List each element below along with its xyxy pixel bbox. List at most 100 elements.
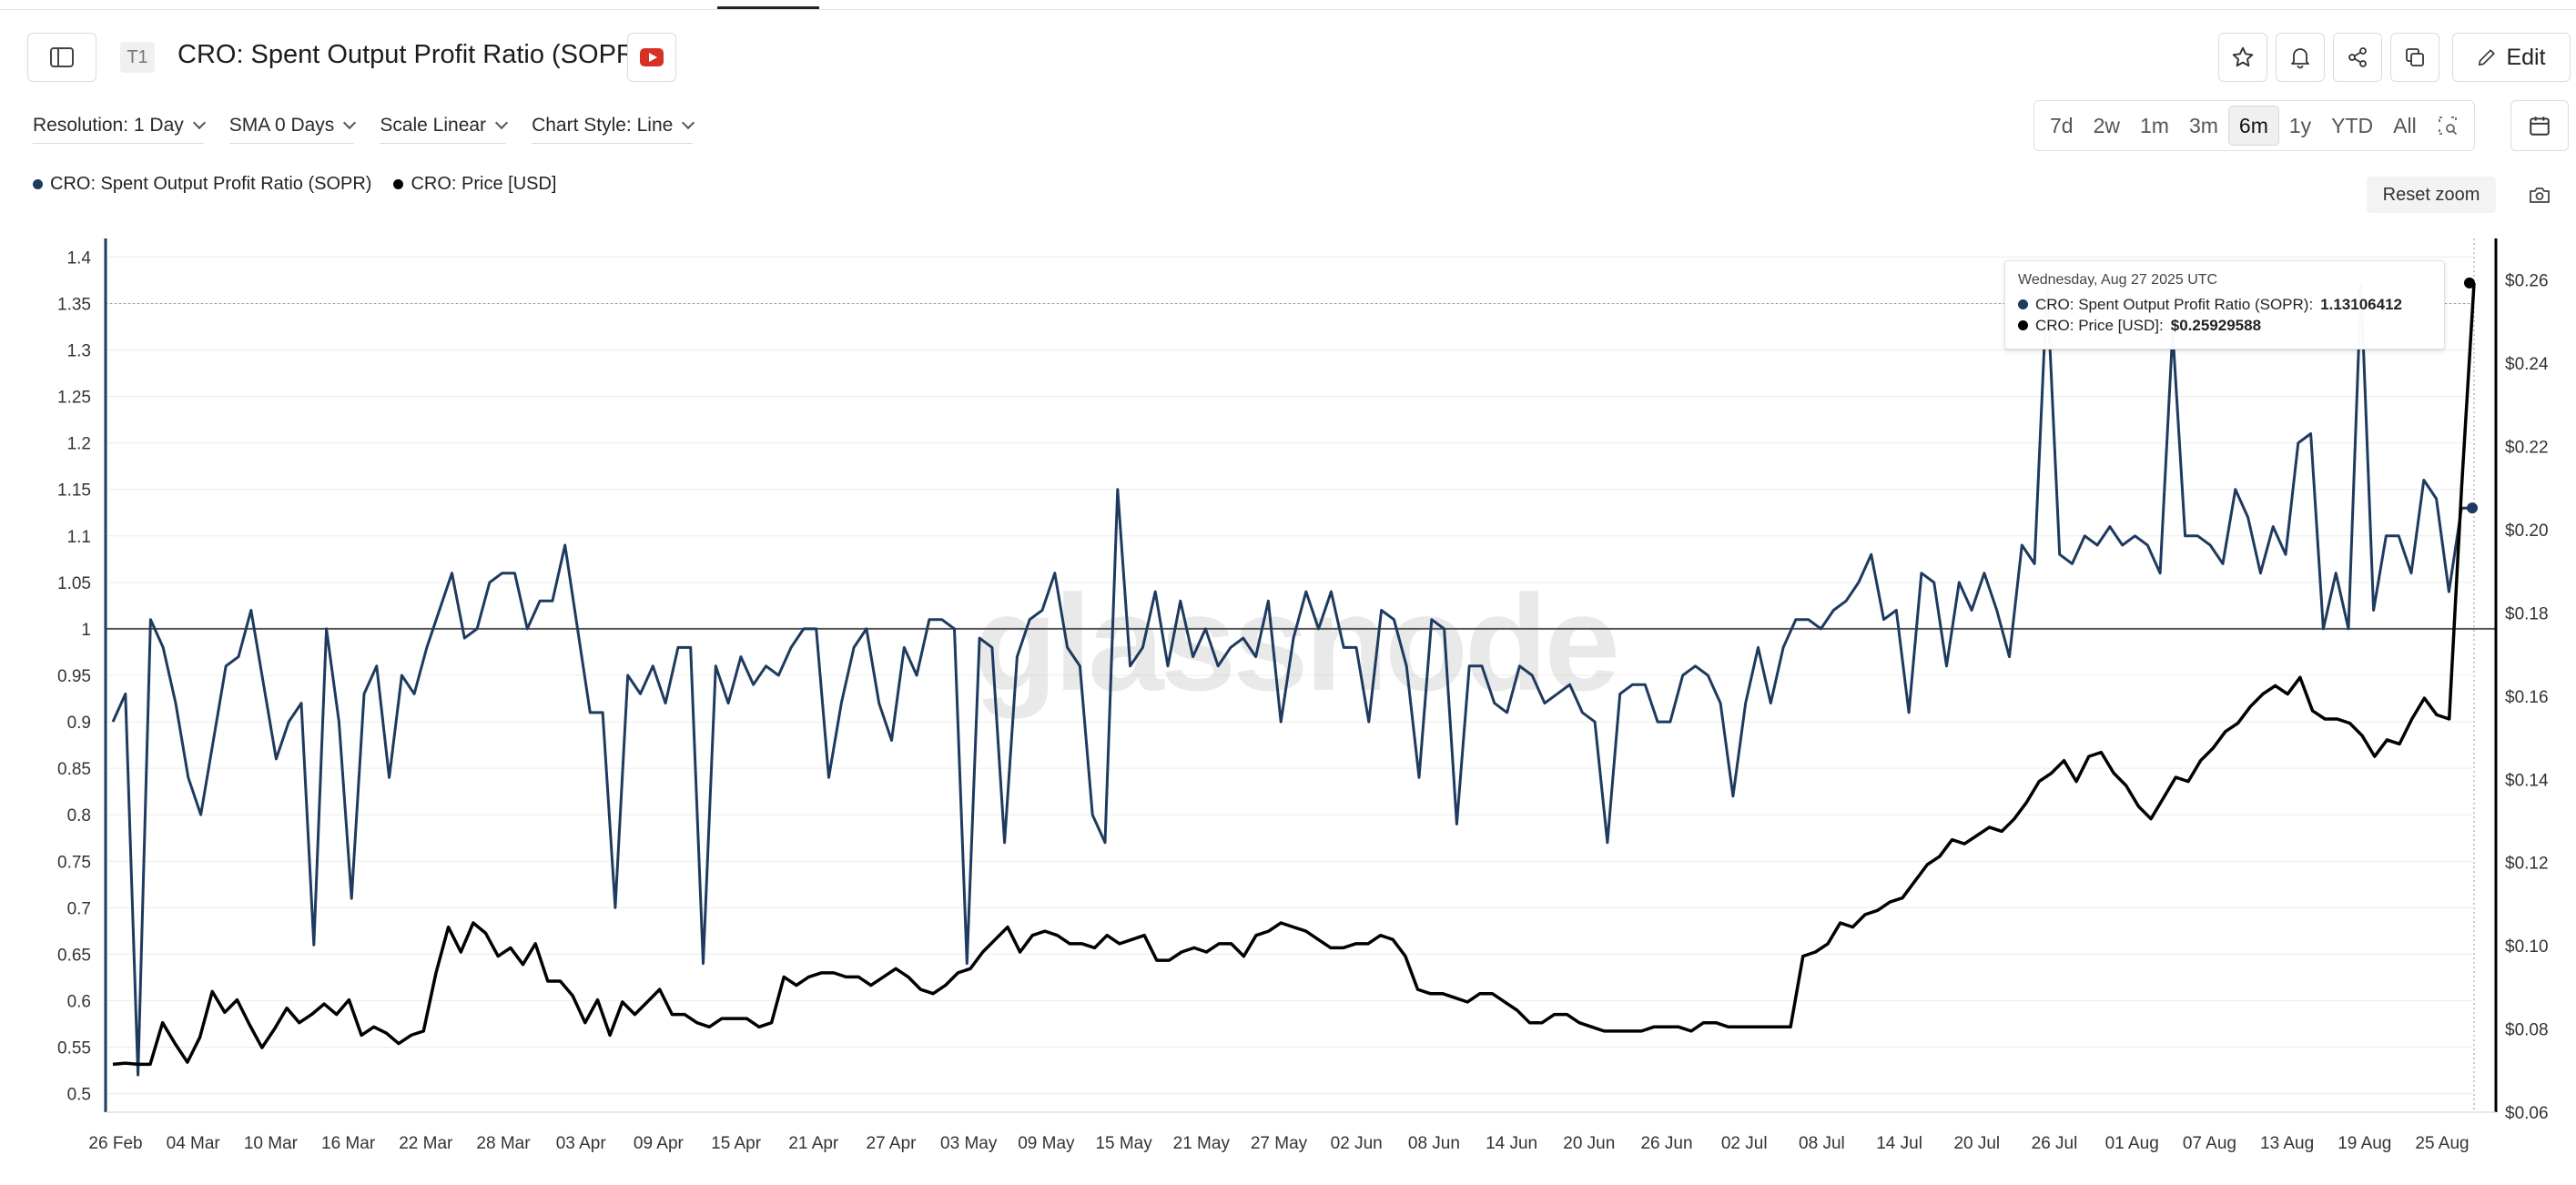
y-left-tick-label: 1.2 (67, 435, 91, 454)
chart-tooltip: Wednesday, Aug 27 2025 UTC CRO: Spent Ou… (2004, 260, 2445, 349)
tooltip-sopr-value: 1.13106412 (2320, 296, 2402, 313)
x-tick-label: 14 Jun (1486, 1134, 1537, 1153)
bell-icon (2291, 48, 2309, 69)
tier-badge: T1 (120, 42, 155, 73)
y-left-tick-label: 0.75 (57, 853, 91, 872)
scale-dropdown[interactable]: Scale Linear (380, 113, 509, 144)
x-tick-label: 02 Jun (1331, 1134, 1383, 1153)
sma-label: SMA 0 Days (228, 114, 335, 136)
sidebar-toggle-icon (50, 47, 74, 67)
legend-label-price: CRO: Price [USD] (411, 174, 557, 194)
resolution-dropdown[interactable]: Resolution: 1 Day (33, 113, 206, 144)
y-left-tick-label: 1.4 (67, 248, 92, 268)
zoom-select-button[interactable] (2427, 106, 2469, 146)
tooltip-dot-sopr (2018, 299, 2028, 309)
x-tick-label: 13 Aug (2260, 1134, 2314, 1153)
y-left-tick-label: 0.65 (57, 946, 91, 965)
y-left-tick-label: 0.85 (57, 760, 91, 779)
calendar-icon (2530, 116, 2550, 136)
range-1y[interactable]: 1y (2288, 113, 2312, 137)
x-tick-label: 09 May (1018, 1134, 1075, 1153)
x-tick-label: 16 Mar (321, 1134, 376, 1153)
y-left-tick-label: 0.6 (67, 992, 91, 1011)
alert-button[interactable] (2276, 33, 2325, 82)
date-picker-button[interactable] (2510, 100, 2569, 151)
x-tick-label: 27 Apr (867, 1134, 918, 1153)
watermark: glassnode (974, 566, 1617, 719)
y-left-tick-label: 1.1 (67, 528, 91, 547)
x-tick-label: 08 Jul (1799, 1134, 1845, 1153)
x-tick-label: 03 May (940, 1134, 998, 1153)
tooltip-price-label: CRO: Price [USD]: (2035, 317, 2164, 334)
screenshot-button[interactable] (2521, 178, 2558, 211)
chart-legend: CRO: Spent Output Profit Ratio (SOPR) CR… (33, 174, 557, 195)
chart-header: T1 CRO: Spent Output Profit Ratio (SOPR)… (0, 24, 2576, 89)
active-tab-indicator (717, 0, 819, 9)
chart-controls: Resolution: 1 Day SMA 0 Days Scale Linea… (33, 113, 695, 144)
edit-button[interactable]: Edit (2452, 33, 2571, 82)
y-left-tick-label: 1.05 (57, 574, 91, 593)
y-right-tick-label: $0.26 (2505, 272, 2549, 291)
tooltip-price-value: $0.25929588 (2170, 317, 2262, 334)
y-left-tick-label: 0.7 (67, 899, 91, 918)
sopr-series-line (111, 283, 2474, 1077)
y-left-tick-label: 0.8 (67, 806, 91, 825)
pencil-icon (2479, 49, 2496, 66)
x-tick-label: 27 May (1251, 1134, 1308, 1153)
sma-dropdown[interactable]: SMA 0 Days (228, 113, 357, 144)
favorite-button[interactable] (2218, 33, 2267, 82)
x-tick-label: 28 Mar (476, 1134, 531, 1153)
tooltip-row-sopr: CRO: Spent Output Profit Ratio (SOPR): 1.… (2018, 294, 2431, 315)
reset-zoom-button[interactable]: Reset zoom (2367, 177, 2496, 213)
legend-dot-price (393, 179, 404, 189)
video-button[interactable] (627, 33, 676, 82)
legend-item-sopr[interactable]: CRO: Spent Output Profit Ratio (SOPR) (33, 174, 371, 195)
x-tick-label: 10 Mar (244, 1134, 299, 1153)
x-tick-label: 20 Jun (1563, 1134, 1615, 1153)
x-tick-label: 01 Aug (2105, 1134, 2159, 1153)
y-right-tick-label: $0.24 (2505, 355, 2549, 374)
range-2w[interactable]: 2w (2093, 113, 2120, 137)
range-6m[interactable]: 6m (2227, 106, 2279, 146)
x-tick-label: 20 Jul (1953, 1134, 2000, 1153)
legend-dot-sopr (33, 179, 43, 189)
y-right-tick-label: $0.22 (2505, 439, 2549, 458)
sopr-chart[interactable]: glassnode 0.5 0.55 0.6 0.65 0.7 0.75 0.8 0.85 0.… (0, 218, 2576, 1185)
x-tick-label: 04 Mar (167, 1134, 221, 1153)
x-tick-label: 25 Aug (2415, 1134, 2469, 1153)
duplicate-button[interactable] (2390, 33, 2439, 82)
youtube-icon (640, 48, 664, 66)
range-ytd[interactable]: YTD (2331, 113, 2374, 137)
range-3m[interactable]: 3m (2188, 113, 2218, 137)
y-right-tick-label: $0.16 (2505, 688, 2549, 707)
share-button[interactable] (2333, 33, 2382, 82)
x-tick-label: 26 Feb (88, 1134, 142, 1153)
chevron-down-icon (682, 116, 695, 130)
x-tick-label: 07 Aug (2183, 1134, 2236, 1153)
range-7d[interactable]: 7d (2050, 113, 2074, 137)
chart-style-dropdown[interactable]: Chart Style: Line (532, 113, 695, 144)
legend-item-price[interactable]: CRO: Price [USD] (393, 174, 557, 195)
x-tick-label: 26 Jun (1640, 1134, 1692, 1153)
y-left-tick-label: 1.15 (57, 481, 91, 501)
x-tick-label: 22 Mar (399, 1134, 453, 1153)
y-left-tick-label: 1 (81, 621, 91, 640)
range-all[interactable]: All (2393, 113, 2417, 137)
sidebar-toggle-button[interactable] (27, 33, 96, 82)
x-tick-label: 09 Apr (634, 1134, 685, 1153)
star-icon (2232, 46, 2254, 67)
hover-marker-sopr (2467, 502, 2478, 514)
y-left-tick-label: 1.3 (67, 342, 91, 361)
time-range-selector: 7d 2w 1m 3m 6m 1y YTD All (2033, 100, 2475, 151)
x-tick-label: 14 Jul (1876, 1134, 1922, 1153)
tooltip-row-price: CRO: Price [USD]: $0.25929588 (2018, 315, 2431, 336)
x-tick-label: 19 Aug (2338, 1134, 2391, 1153)
y-left-tick-label: 0.9 (67, 714, 91, 733)
top-divider (0, 9, 2576, 10)
x-tick-label: 26 Jul (2032, 1134, 2078, 1153)
y-right-tick-label: $0.14 (2505, 771, 2549, 790)
x-tick-label: 08 Jun (1408, 1134, 1460, 1153)
y-left-tick-label: 1.25 (57, 389, 91, 408)
range-1m[interactable]: 1m (2140, 113, 2169, 137)
camera-icon (2530, 187, 2550, 203)
